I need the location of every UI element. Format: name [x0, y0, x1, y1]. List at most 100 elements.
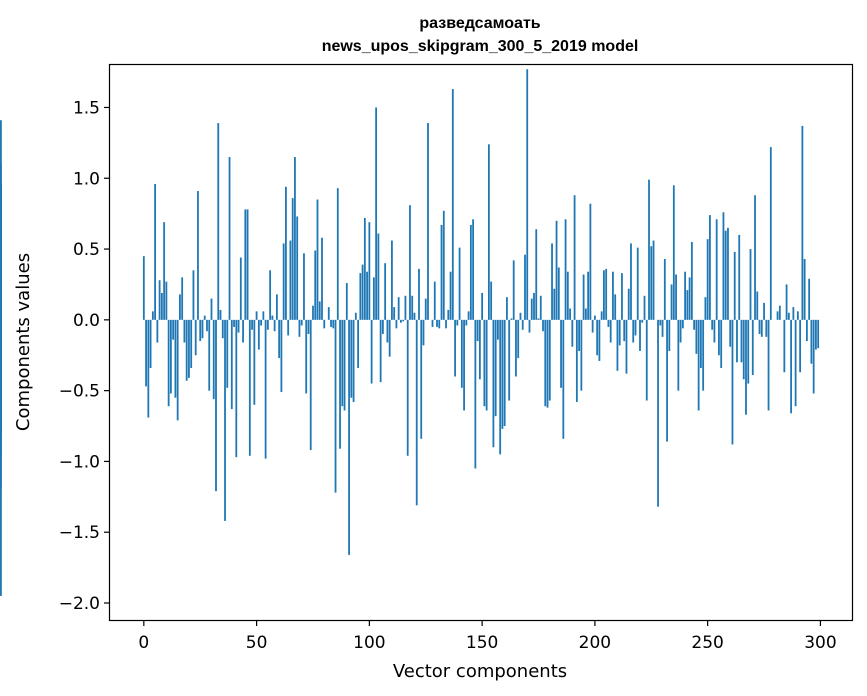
bar-45	[244, 209, 247, 320]
bar-210	[616, 319, 619, 371]
bar-154	[490, 281, 493, 320]
bar-224	[648, 179, 650, 320]
bar-103	[375, 107, 378, 320]
bar-158	[499, 319, 502, 455]
x-tick-label-150: 150	[466, 633, 498, 653]
bar-3	[149, 319, 152, 368]
bar-117	[406, 319, 409, 456]
bar-125	[424, 298, 427, 320]
bar-179	[546, 319, 549, 408]
bar-23	[194, 319, 197, 356]
bar-114	[400, 319, 402, 323]
y-tick-label-1: −1.5	[59, 523, 100, 543]
chart-title-line-1: разведсамоать	[419, 15, 540, 32]
bar-172	[530, 298, 533, 320]
bar-99	[366, 271, 368, 320]
bar-48	[251, 319, 253, 330]
bar-98	[363, 217, 366, 320]
bar-90	[345, 283, 348, 320]
bar-52	[260, 319, 262, 326]
bar-216	[630, 243, 632, 320]
bar-185	[560, 319, 562, 388]
bar-239	[681, 319, 684, 329]
bar-226	[652, 240, 655, 320]
bar-278	[769, 147, 772, 320]
bar-290	[796, 311, 799, 320]
bar-241	[686, 290, 689, 320]
bar-188	[566, 271, 569, 320]
y-tick-label-7: 1.5	[73, 98, 100, 118]
bar-176	[539, 295, 542, 320]
bar-144	[467, 311, 470, 320]
bar-46	[246, 209, 249, 320]
bar-20	[188, 319, 190, 378]
bar-137	[451, 89, 454, 320]
bar-223	[645, 319, 648, 401]
bar-17	[181, 277, 184, 320]
bar-186	[562, 319, 565, 439]
bar-145	[469, 224, 472, 320]
bar-37	[226, 319, 229, 388]
bar-15	[176, 319, 179, 421]
bar-67	[294, 157, 296, 320]
bar-63	[285, 186, 287, 320]
bar-261	[731, 319, 734, 445]
bar-105	[379, 319, 382, 383]
bar-294	[805, 319, 808, 342]
bar-44	[242, 319, 244, 343]
bar-225	[650, 246, 653, 320]
bar-21	[190, 319, 193, 368]
bar-211	[618, 319, 621, 346]
bar-53	[262, 311, 265, 320]
bar-193	[578, 319, 580, 351]
bar-255	[718, 319, 720, 356]
bar-175	[537, 318, 540, 320]
bar-268	[747, 319, 750, 384]
chart-title-line-2: news_upos_skipgram_300_5_2019 model	[322, 38, 639, 55]
bar-214	[625, 319, 628, 374]
bar-299	[817, 319, 820, 349]
bar-118	[409, 205, 411, 320]
chart-title: разведсамоать news_upos_skipgram_300_5_2…	[322, 15, 639, 55]
bar-85	[334, 319, 337, 493]
bar-51	[257, 319, 260, 350]
bar-16	[179, 294, 181, 320]
bar-42	[237, 319, 240, 333]
bar-148	[476, 319, 479, 342]
bar-38	[228, 157, 231, 320]
bar-244	[693, 319, 696, 330]
bar-191	[573, 195, 576, 320]
bar-235	[672, 185, 675, 320]
bar-162	[508, 319, 511, 401]
y-tick-label-4: 0.0	[73, 311, 100, 331]
bar-276	[765, 319, 768, 337]
bar-4	[151, 311, 154, 320]
bar-168	[521, 319, 524, 330]
bar-155	[492, 319, 495, 448]
bar-61	[280, 319, 283, 393]
bar-136	[449, 271, 452, 320]
bar-254	[715, 219, 718, 320]
bar-76	[314, 250, 317, 320]
bar-259	[727, 227, 729, 320]
bar-230	[661, 319, 664, 337]
x-tick-label-100: 100	[353, 633, 385, 653]
bar-231	[663, 258, 666, 320]
bar-94	[354, 312, 357, 320]
bar-126	[427, 123, 429, 320]
bar-286	[787, 312, 790, 320]
bar-7	[158, 280, 161, 320]
y-tick-label-2: −1.0	[59, 452, 100, 472]
bar-257	[722, 212, 725, 320]
bar-34	[219, 309, 222, 320]
bar-208	[612, 271, 614, 320]
bar-142	[463, 319, 465, 411]
bar-82	[327, 307, 330, 320]
bar-174	[535, 229, 538, 320]
bar-296	[810, 319, 813, 364]
bar-89	[343, 319, 346, 411]
bar-40	[233, 319, 235, 327]
bar-122	[418, 268, 420, 320]
bar-28	[206, 319, 208, 332]
bar-33	[217, 123, 220, 320]
